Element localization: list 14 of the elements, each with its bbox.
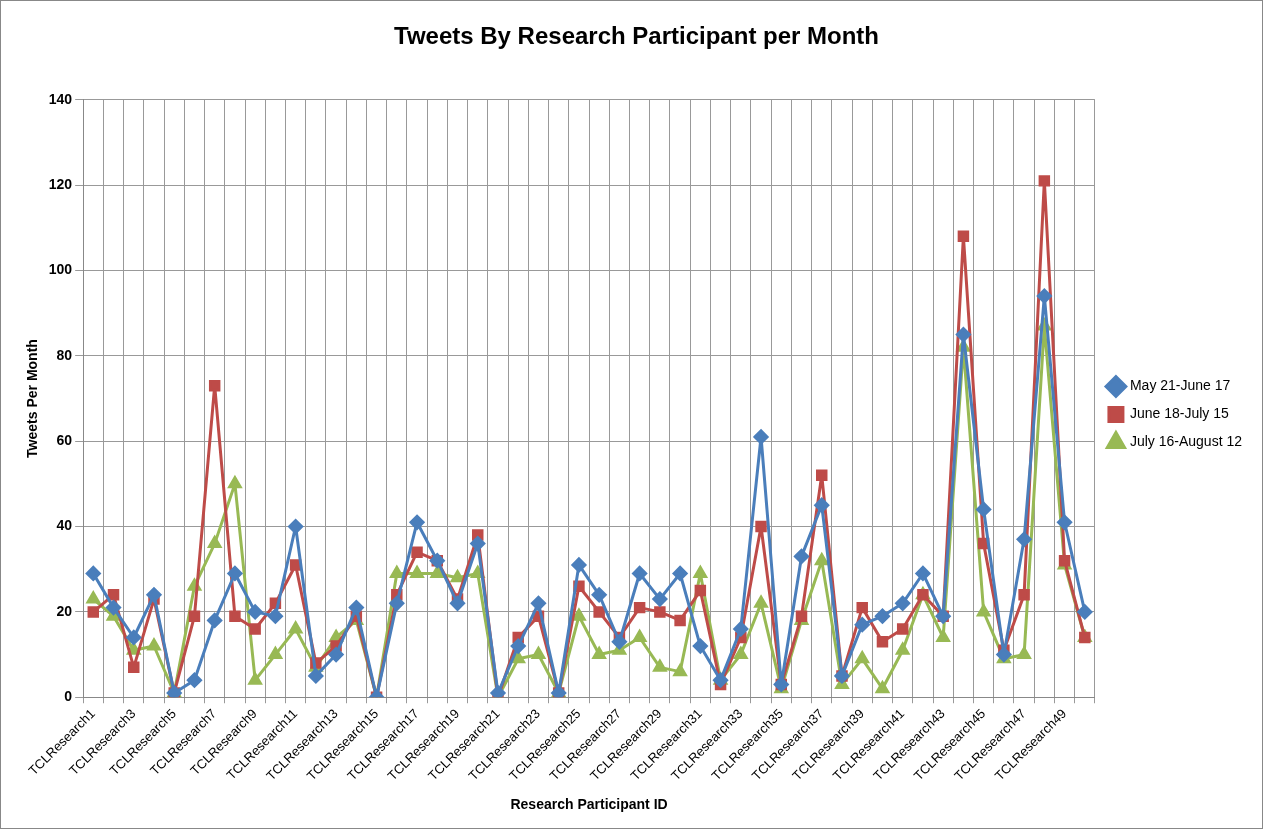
x-axis-title: Research Participant ID — [510, 796, 668, 813]
y-tick-label: 40 — [56, 517, 73, 534]
y-tick-label: 100 — [48, 261, 73, 278]
y-tick-label: 60 — [56, 432, 73, 449]
legend-label: July 16-August 12 — [1129, 433, 1243, 450]
legend-label: June 18-July 15 — [1129, 405, 1229, 422]
legend-label: May 21-June 17 — [1129, 377, 1231, 394]
y-tick-label: 20 — [56, 602, 73, 619]
y-tick-label: 120 — [48, 176, 73, 193]
chart-title: Tweets By Research Participant per Month — [393, 22, 880, 50]
y-tick-label: 0 — [64, 688, 73, 705]
y-tick-label: 140 — [48, 90, 73, 107]
y-tick-label: 80 — [56, 346, 73, 363]
y-axis-title: Tweets Per Month — [24, 339, 41, 458]
